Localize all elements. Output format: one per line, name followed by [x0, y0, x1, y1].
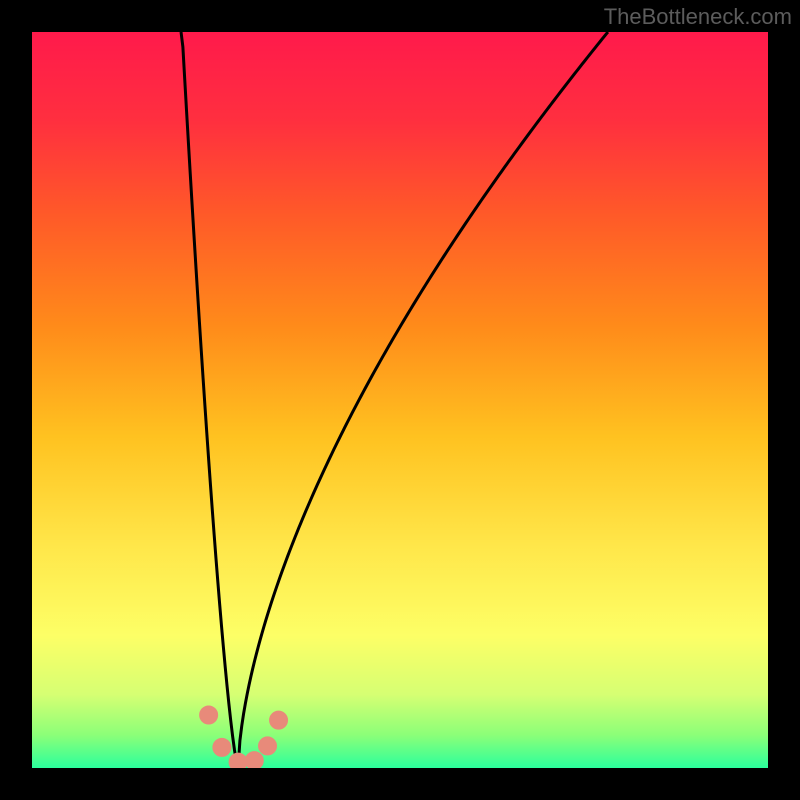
- curve-marker: [229, 753, 247, 768]
- curve-marker: [259, 737, 277, 755]
- plot-area: [32, 32, 768, 768]
- curve-marker: [200, 706, 218, 724]
- curve-marker: [245, 752, 263, 768]
- attribution-text: TheBottleneck.com: [604, 4, 792, 30]
- bottleneck-curve: [181, 32, 608, 768]
- curve-marker: [213, 738, 231, 756]
- curve-layer: [32, 32, 768, 768]
- curve-marker: [270, 711, 288, 729]
